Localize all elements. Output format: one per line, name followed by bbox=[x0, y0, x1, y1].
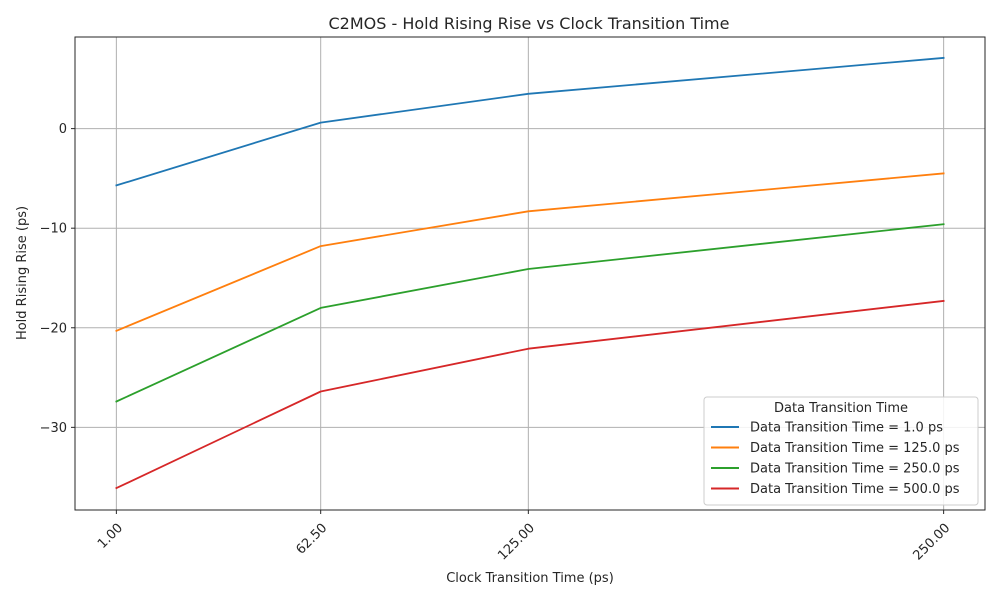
legend-items: Data Transition Time = 1.0 ps Data Transi… bbox=[711, 421, 960, 497]
y-axis-ticks: −30 −20 −10 0 bbox=[40, 122, 75, 436]
plot-frame bbox=[74, 36, 986, 511]
y-tick-label: 0 bbox=[59, 122, 67, 137]
grid bbox=[75, 37, 985, 510]
legend-title: Data Transition Time bbox=[774, 401, 908, 416]
y-axis-label: Hold Rising Rise (ps) bbox=[15, 206, 30, 340]
legend-box bbox=[703, 396, 979, 506]
series-lines bbox=[115, 56, 945, 490]
chart-title: C2MOS - Hold Rising Rise vs Clock Transi… bbox=[329, 14, 730, 33]
x-axis-ticks: 1.00 62.50 125.00 250.00 bbox=[95, 510, 953, 563]
x-tick-label: 1.00 bbox=[95, 521, 126, 552]
y-tick-label: −10 bbox=[40, 222, 67, 237]
x-tick-label: 250.00 bbox=[911, 521, 954, 564]
x-axis-label: Clock Transition Time (ps) bbox=[446, 571, 614, 586]
y-tick-label: −30 bbox=[40, 421, 67, 436]
series-line-3 bbox=[115, 299, 945, 490]
legend-entry: Data Transition Time = 125.0 ps bbox=[750, 441, 960, 456]
series-line-1 bbox=[115, 172, 945, 332]
legend: Data Transition Time Data Transition Tim… bbox=[703, 396, 979, 506]
x-tick-label: 125.00 bbox=[495, 521, 538, 564]
x-tick-label: 62.50 bbox=[293, 521, 330, 558]
series-line-2 bbox=[115, 223, 945, 403]
series-line-0 bbox=[115, 56, 945, 187]
legend-entry: Data Transition Time = 500.0 ps bbox=[750, 482, 960, 497]
y-tick-label: −20 bbox=[40, 321, 67, 336]
legend-entry: Data Transition Time = 250.0 ps bbox=[750, 462, 960, 477]
legend-entry: Data Transition Time = 1.0 ps bbox=[750, 421, 943, 436]
